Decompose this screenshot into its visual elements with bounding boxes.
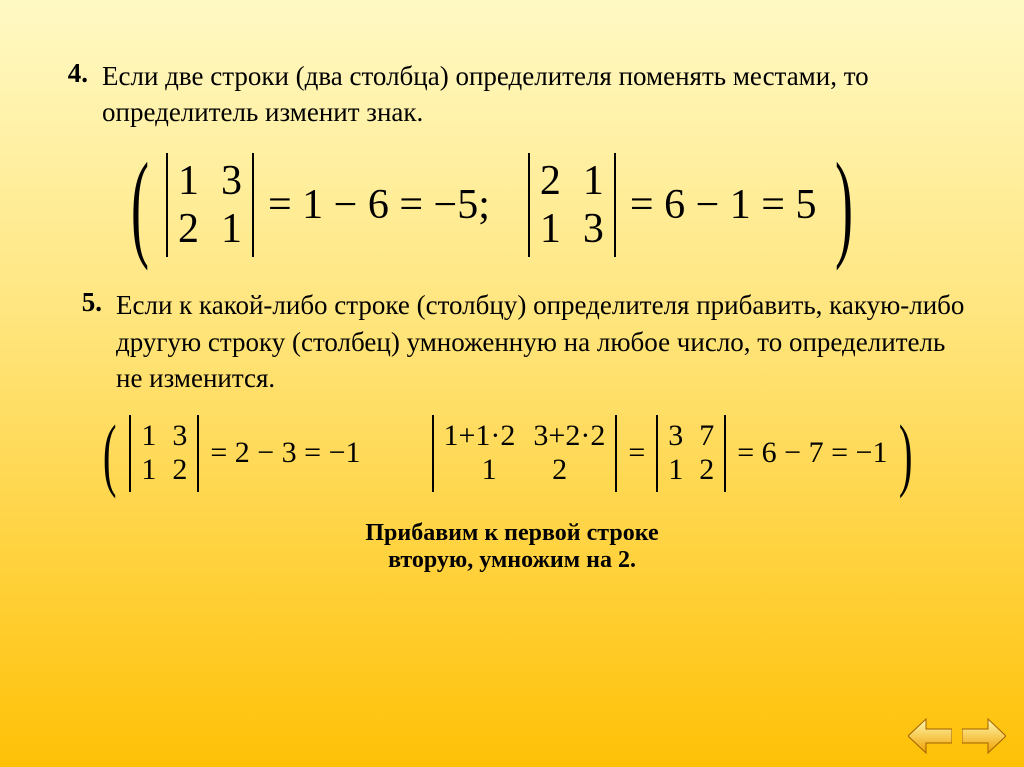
point-4-number: 4.: [56, 58, 102, 89]
prev-button[interactable]: [908, 717, 952, 755]
determinant-1b: 21 13: [528, 153, 616, 258]
point-4: 4. Если две строки (два столбца) определ…: [56, 58, 968, 131]
point-4-text: Если две строки (два столбца) определите…: [102, 58, 968, 131]
right-paren-icon: ): [835, 163, 853, 247]
determinant-2a: 13 12: [129, 415, 199, 492]
arrow-left-icon: [908, 717, 952, 755]
equation-2: ( 13 12 = 2 − 3 = −1 1+1·23+2·2 12 = 37 …: [96, 415, 968, 492]
point-5-number: 5.: [70, 287, 116, 318]
right-paren-small-icon: ): [899, 425, 913, 482]
determinant-1a: 13 21: [166, 153, 254, 258]
slide-content: 4. Если две строки (два столбца) определ…: [0, 0, 1024, 574]
eq2-mid-a: = 2 − 3 = −1: [210, 436, 360, 470]
equation-1: ( 13 21 = 1 − 6 = −5; 21 13 = 6 − 1 = 5 …: [120, 153, 968, 258]
footnote-line1: Прибавим к первой строке: [56, 520, 968, 547]
eq2-eq: =: [628, 436, 645, 470]
determinant-2b: 1+1·23+2·2 12: [432, 415, 618, 492]
point-5: 5. Если к какой-либо строке (столбцу) оп…: [56, 287, 968, 396]
eq1-mid-a: = 1 − 6 = −5;: [268, 181, 490, 229]
eq1-mid-b: = 6 − 1 = 5: [630, 181, 817, 229]
nav-arrows: [908, 717, 1006, 755]
footnote: Прибавим к первой строке вторую, умножим…: [56, 520, 968, 574]
left-paren-icon: (: [131, 163, 149, 247]
arrow-right-icon: [962, 717, 1006, 755]
left-paren-small-icon: (: [103, 425, 117, 482]
eq2-mid-c: = 6 − 7 = −1: [737, 436, 887, 470]
next-button[interactable]: [962, 717, 1006, 755]
footnote-line2: вторую, умножим на 2.: [56, 547, 968, 574]
point-5-text: Если к какой-либо строке (столбцу) опред…: [116, 287, 968, 396]
determinant-2c: 37 12: [656, 415, 726, 492]
